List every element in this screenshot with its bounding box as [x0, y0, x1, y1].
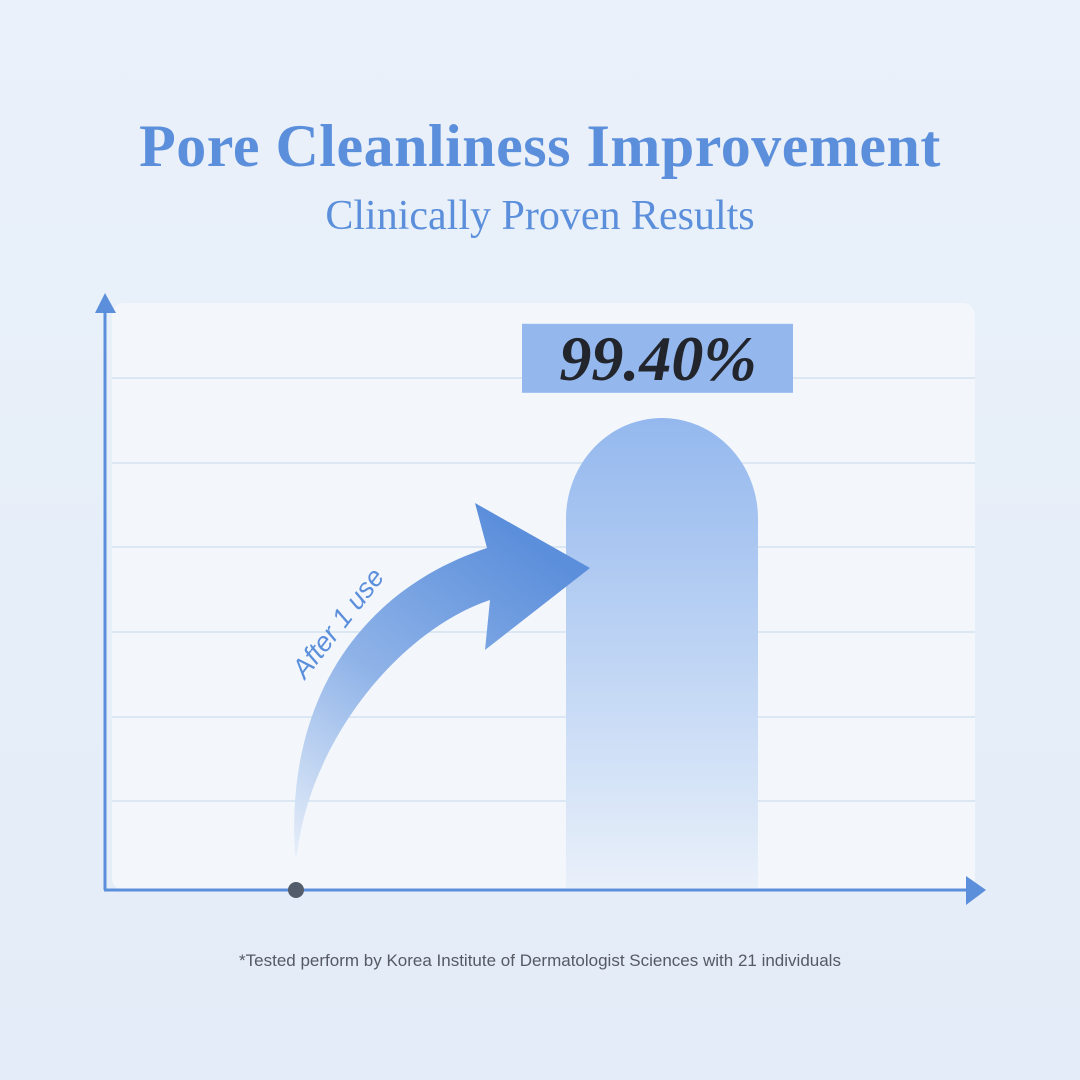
page-title: Pore Cleanliness Improvement	[139, 113, 941, 179]
value-label-box	[522, 323, 793, 393]
x-axis-arrow-icon	[966, 876, 986, 905]
footnote: *Tested perform by Korea Institute of De…	[239, 951, 841, 970]
y-axis-arrow-icon	[95, 293, 116, 313]
origin-dot	[288, 882, 304, 898]
page-subtitle: Clinically Proven Results	[325, 193, 755, 239]
bar-after-1-use	[566, 418, 758, 888]
arrow-icon	[294, 503, 590, 855]
value-label: 99.40%	[559, 323, 756, 394]
